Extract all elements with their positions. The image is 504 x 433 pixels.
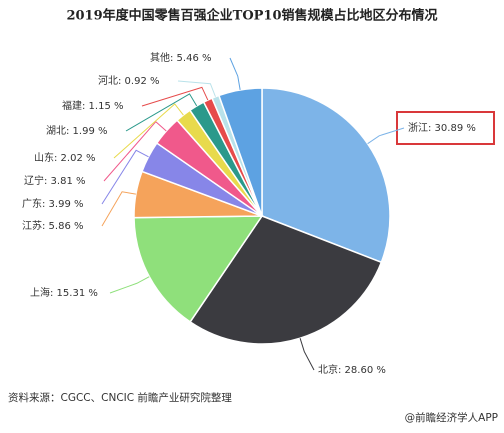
pie-slice xyxy=(217,87,263,217)
data-label: 浙江: 30.89 % xyxy=(408,122,476,134)
data-label: 北京: 28.60 % xyxy=(318,363,386,376)
data-label: 福建: 1.15 % xyxy=(62,99,124,112)
leader-line xyxy=(101,149,149,205)
chart-title: 2019年度中国零售百强企业TOP10销售规模占比地区分布情况 xyxy=(66,8,437,24)
data-label: 上海: 15.31 % xyxy=(30,286,98,299)
pie-slice xyxy=(189,215,383,345)
data-label: 广东: 3.99 % xyxy=(22,197,84,210)
source-note: 资料来源：CGCC、CNCIC 前瞻产业研究院整理 xyxy=(8,391,232,404)
leader-line xyxy=(299,338,315,371)
data-label: 其他: 5.46 % xyxy=(150,51,212,64)
highlight-box xyxy=(396,111,495,145)
leader-line xyxy=(103,121,167,182)
leader-line xyxy=(177,80,216,97)
logo: @前瞻经济学人APP xyxy=(405,411,498,424)
pie-slice xyxy=(261,87,391,264)
leader-line xyxy=(125,93,198,132)
data-label: 江苏: 5.86 % xyxy=(22,219,84,232)
leader-line xyxy=(113,103,184,159)
leader-line xyxy=(367,127,405,145)
data-label: 湖北: 1.99 % xyxy=(46,125,108,137)
pie-slice xyxy=(133,215,264,323)
data-label: 河北: 0.92 % xyxy=(98,75,160,87)
data-label: 辽宁: 3.81 % xyxy=(24,174,86,187)
data-label: 山东: 2.02 % xyxy=(34,151,96,164)
leader-line xyxy=(109,276,150,294)
leader-line xyxy=(101,191,136,227)
leader-line xyxy=(229,57,241,90)
leader-line xyxy=(141,86,209,107)
